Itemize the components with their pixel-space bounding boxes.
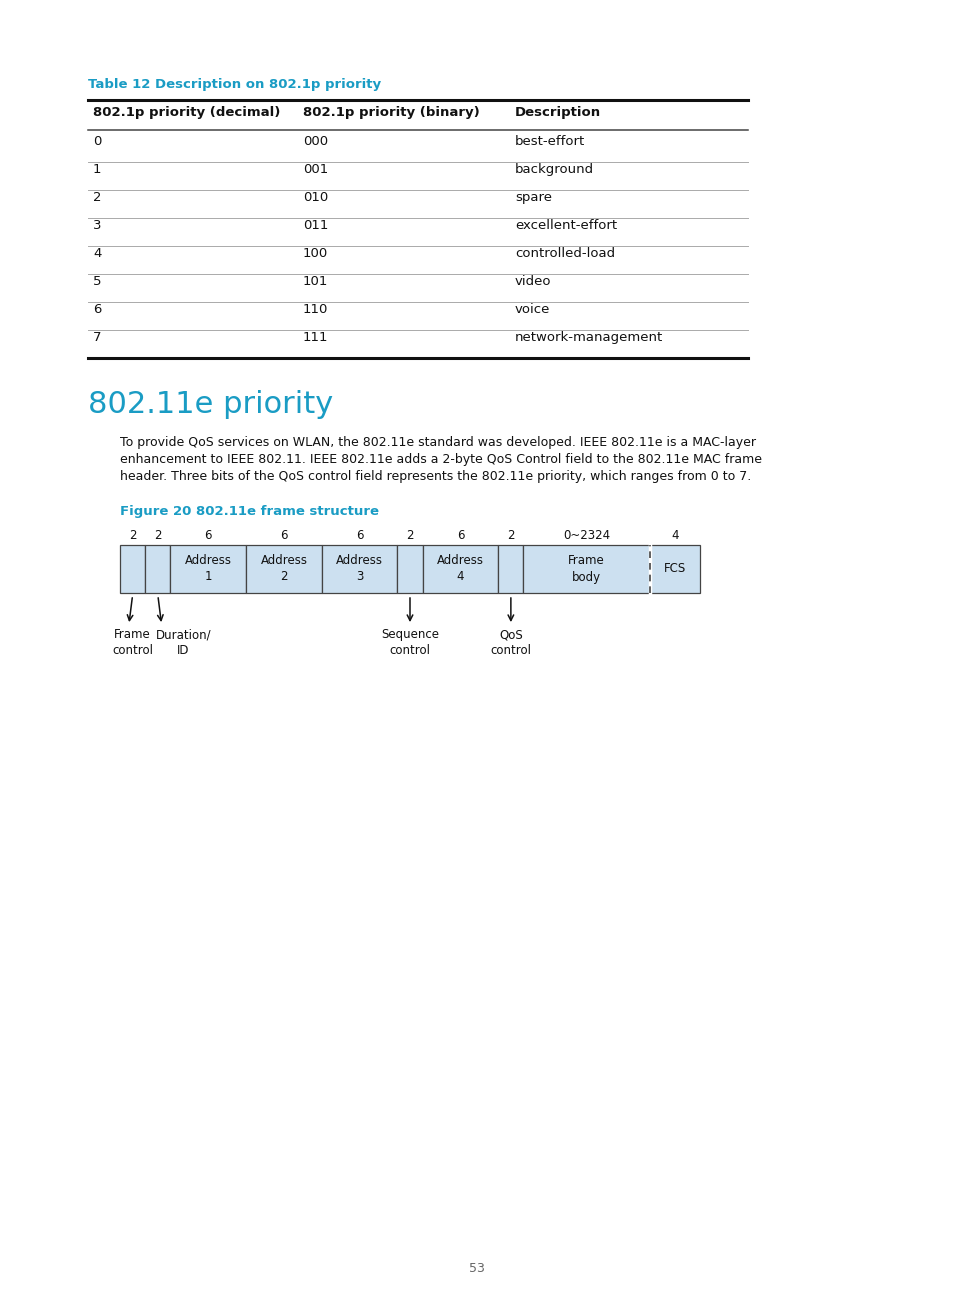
Text: Address
2: Address 2 xyxy=(260,555,307,583)
Text: 2: 2 xyxy=(406,529,414,542)
Text: network-management: network-management xyxy=(515,330,662,343)
Text: 011: 011 xyxy=(303,219,328,232)
Bar xyxy=(422,546,497,594)
Bar xyxy=(171,546,246,594)
Text: 4: 4 xyxy=(670,529,678,542)
Text: 2: 2 xyxy=(92,191,101,203)
Text: background: background xyxy=(515,163,594,176)
Text: Frame
body: Frame body xyxy=(568,555,604,583)
Text: Description: Description xyxy=(515,106,600,119)
Bar xyxy=(397,546,422,594)
Text: best-effort: best-effort xyxy=(515,135,584,148)
Text: 2: 2 xyxy=(129,529,136,542)
Text: 010: 010 xyxy=(303,191,328,203)
Text: header. Three bits of the QoS control field represents the 802.11e priority, whi: header. Three bits of the QoS control fi… xyxy=(120,470,750,483)
Text: 101: 101 xyxy=(303,275,328,288)
Bar xyxy=(497,546,523,594)
Text: controlled-load: controlled-load xyxy=(515,248,615,260)
Text: 2: 2 xyxy=(154,529,161,542)
Text: 3: 3 xyxy=(92,219,101,232)
Bar xyxy=(145,546,171,594)
Bar xyxy=(246,546,321,594)
Text: Address
1: Address 1 xyxy=(185,555,232,583)
Bar xyxy=(120,546,145,594)
Text: 001: 001 xyxy=(303,163,328,176)
Text: voice: voice xyxy=(515,303,550,316)
Text: Duration/
ID: Duration/ ID xyxy=(155,629,212,657)
Bar xyxy=(649,546,700,594)
Bar xyxy=(523,546,649,594)
Text: QoS
control: QoS control xyxy=(490,629,531,657)
Text: 802.1p priority (binary): 802.1p priority (binary) xyxy=(303,106,479,119)
Text: Figure 20 802.11e frame structure: Figure 20 802.11e frame structure xyxy=(120,505,378,518)
Text: enhancement to IEEE 802.11. IEEE 802.11e adds a 2-byte QoS Control field to the : enhancement to IEEE 802.11. IEEE 802.11e… xyxy=(120,454,761,467)
Text: Frame
control: Frame control xyxy=(112,629,152,657)
Text: 5: 5 xyxy=(92,275,101,288)
Text: 111: 111 xyxy=(303,330,328,343)
Text: Address
4: Address 4 xyxy=(436,555,483,583)
Text: 0: 0 xyxy=(92,135,101,148)
Text: 1: 1 xyxy=(92,163,101,176)
Text: 2: 2 xyxy=(507,529,514,542)
Text: 7: 7 xyxy=(92,330,101,343)
Text: 6: 6 xyxy=(456,529,464,542)
Text: Table 12 Description on 802.1p priority: Table 12 Description on 802.1p priority xyxy=(88,78,381,91)
Text: 0~2324: 0~2324 xyxy=(562,529,610,542)
Text: 000: 000 xyxy=(303,135,328,148)
Text: 4: 4 xyxy=(92,248,101,260)
Text: Address
3: Address 3 xyxy=(335,555,383,583)
Text: video: video xyxy=(515,275,551,288)
Text: To provide QoS services on WLAN, the 802.11e standard was developed. IEEE 802.11: To provide QoS services on WLAN, the 802… xyxy=(120,435,755,448)
Text: spare: spare xyxy=(515,191,552,203)
Text: 802.11e priority: 802.11e priority xyxy=(88,390,333,419)
Text: 6: 6 xyxy=(280,529,288,542)
Text: 100: 100 xyxy=(303,248,328,260)
Text: 802.1p priority (decimal): 802.1p priority (decimal) xyxy=(92,106,280,119)
Text: 53: 53 xyxy=(469,1262,484,1275)
Text: Sequence
control: Sequence control xyxy=(380,629,438,657)
Text: excellent-effort: excellent-effort xyxy=(515,219,617,232)
Bar xyxy=(321,546,397,594)
Text: 6: 6 xyxy=(92,303,101,316)
Text: 110: 110 xyxy=(303,303,328,316)
Text: 6: 6 xyxy=(204,529,212,542)
Text: FCS: FCS xyxy=(663,562,685,575)
Text: 6: 6 xyxy=(355,529,363,542)
